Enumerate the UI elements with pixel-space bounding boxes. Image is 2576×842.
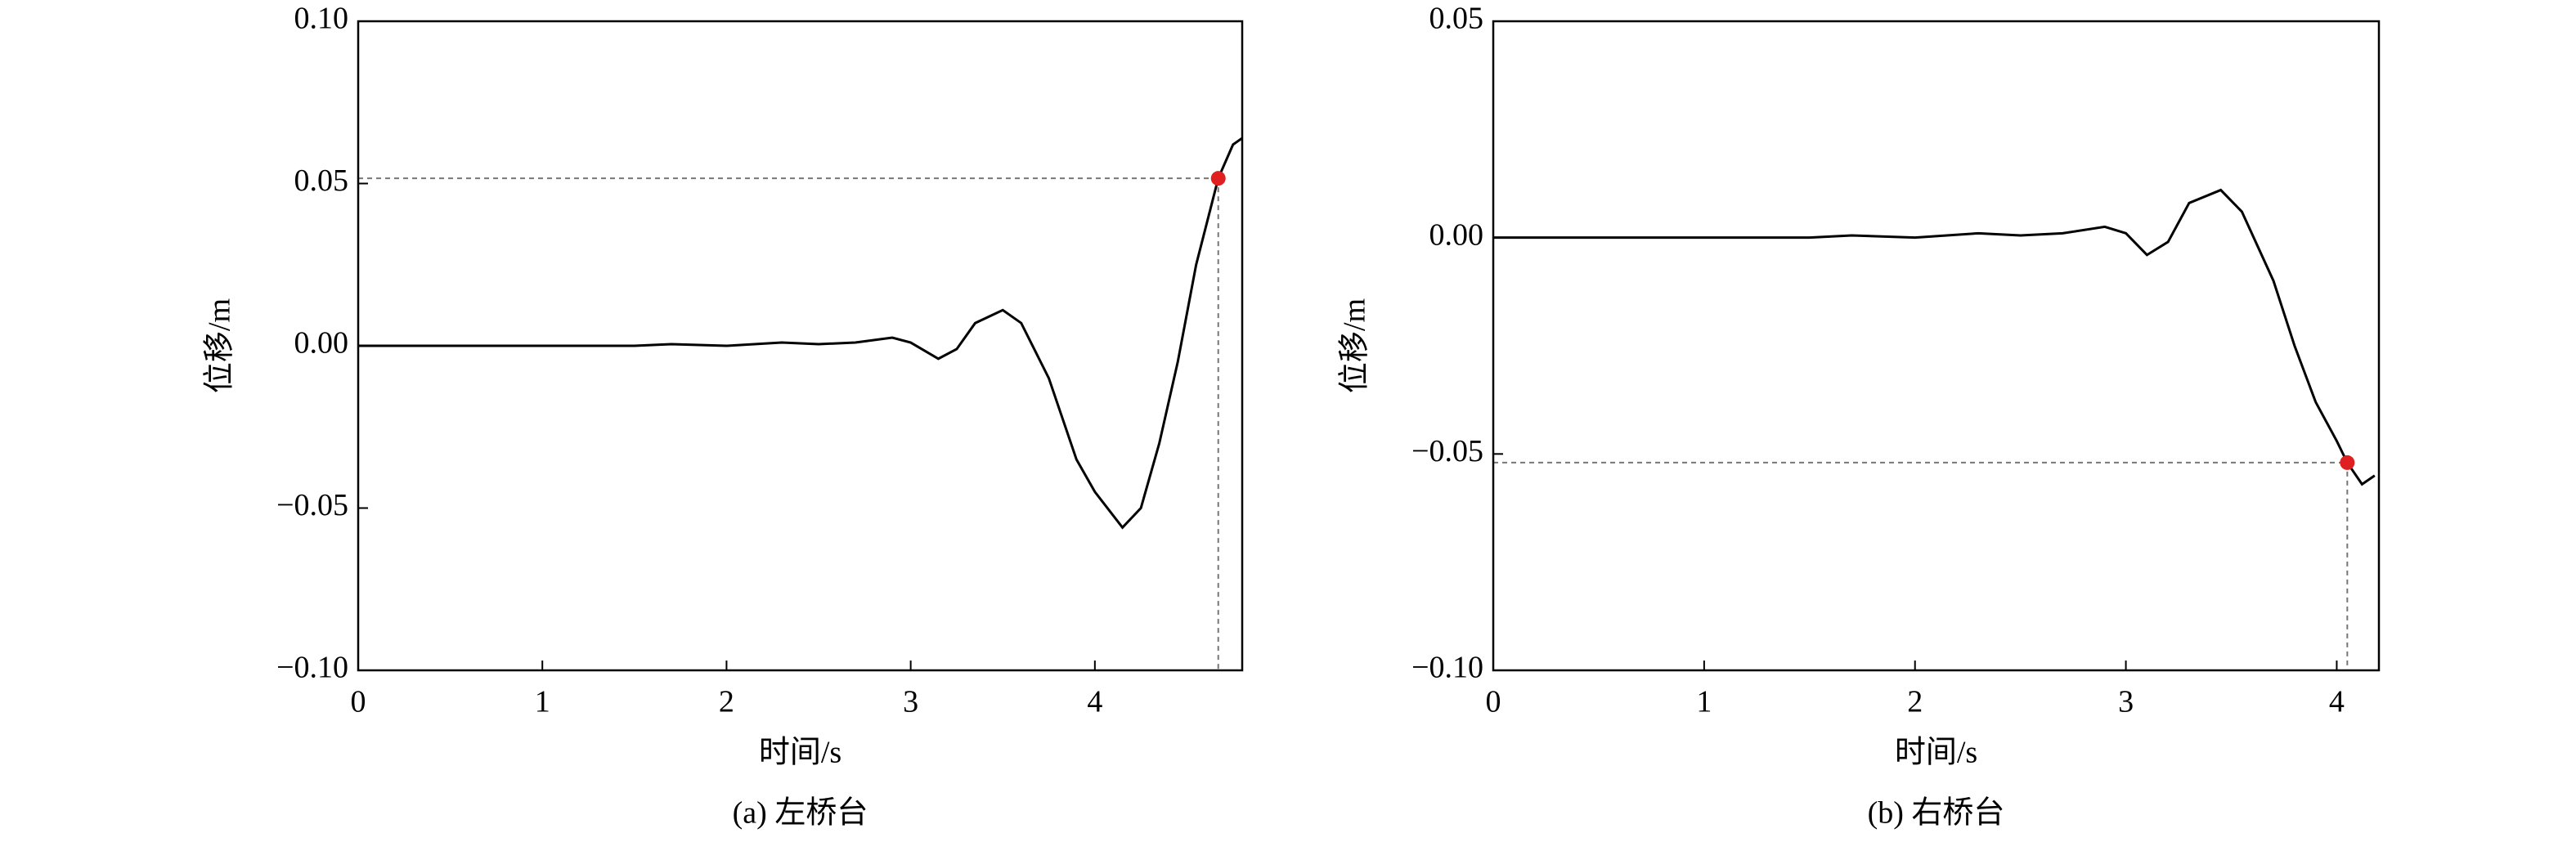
y-tick-label: 0.10 <box>294 2 349 36</box>
data-line <box>1493 188 2376 486</box>
y-tick-label: −0.05 <box>1411 434 1483 468</box>
y-tick-label: 0.05 <box>1429 2 1484 36</box>
x-tick-label: 3 <box>2118 685 2134 719</box>
y-tick-label: −0.10 <box>276 651 348 685</box>
y-tick-label: 0.00 <box>294 326 349 361</box>
y-axis-label: 位移/m <box>203 298 237 393</box>
y-tick-label: 0.05 <box>294 163 349 198</box>
plot-frame <box>1492 20 2381 672</box>
x-tick-label: 1 <box>535 685 550 719</box>
highlight-point <box>2340 455 2355 470</box>
x-tick-label: 1 <box>1696 685 1712 719</box>
x-axis-label: 时间/s <box>759 736 841 770</box>
x-axis-label: 时间/s <box>1895 736 1977 770</box>
x-tick-label: 2 <box>719 685 734 719</box>
highlight-point <box>1210 171 1226 186</box>
y-tick-label: 0.00 <box>1429 217 1484 252</box>
y-tick-label: −0.05 <box>276 488 348 522</box>
x-tick-label: 0 <box>351 685 366 719</box>
y-axis-label: 位移/m <box>1338 298 1372 393</box>
plot-frame <box>357 20 1244 672</box>
x-tick-label: 2 <box>1907 685 1923 719</box>
x-tick-label: 4 <box>2329 685 2345 719</box>
x-tick-label: 3 <box>903 685 918 719</box>
caption: (b) 右桥台 <box>1868 796 2005 831</box>
data-line <box>358 137 1243 530</box>
x-tick-label: 4 <box>1087 685 1102 719</box>
caption: (a) 左桥台 <box>733 796 868 831</box>
y-tick-label: −0.10 <box>1411 651 1483 685</box>
x-tick-label: 0 <box>1486 685 1501 719</box>
